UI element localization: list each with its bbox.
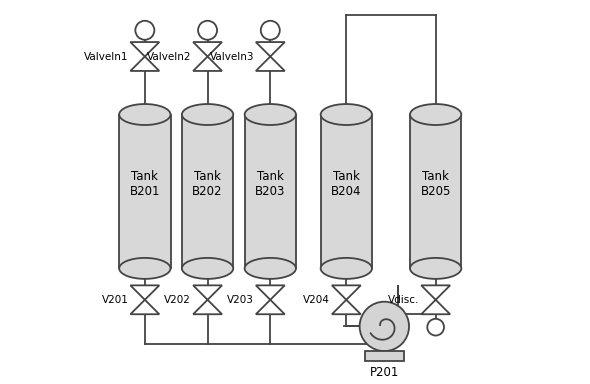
Text: Tank
B203: Tank B203 bbox=[255, 170, 286, 199]
Ellipse shape bbox=[119, 104, 171, 125]
Ellipse shape bbox=[320, 104, 372, 125]
Ellipse shape bbox=[182, 258, 233, 279]
Bar bbox=[119, 114, 171, 268]
Text: V202: V202 bbox=[165, 295, 191, 305]
Ellipse shape bbox=[245, 258, 296, 279]
Polygon shape bbox=[130, 56, 159, 71]
Text: Tank
B205: Tank B205 bbox=[421, 170, 451, 199]
Polygon shape bbox=[332, 285, 360, 300]
Polygon shape bbox=[193, 42, 222, 56]
Bar bbox=[365, 351, 404, 361]
Polygon shape bbox=[130, 300, 159, 314]
Text: Vdisc.: Vdisc. bbox=[388, 295, 419, 305]
Text: V203: V203 bbox=[227, 295, 254, 305]
Text: V204: V204 bbox=[303, 295, 330, 305]
Text: Tank
B202: Tank B202 bbox=[192, 170, 223, 199]
Polygon shape bbox=[256, 300, 285, 314]
Text: V201: V201 bbox=[101, 295, 129, 305]
Polygon shape bbox=[130, 285, 159, 300]
Polygon shape bbox=[332, 300, 360, 314]
Ellipse shape bbox=[410, 104, 461, 125]
Polygon shape bbox=[421, 300, 450, 314]
Polygon shape bbox=[256, 285, 285, 300]
Circle shape bbox=[427, 319, 444, 336]
Ellipse shape bbox=[410, 104, 461, 125]
Ellipse shape bbox=[245, 104, 296, 125]
Polygon shape bbox=[256, 56, 285, 71]
Circle shape bbox=[135, 21, 155, 40]
Bar bbox=[245, 114, 296, 268]
Ellipse shape bbox=[182, 104, 233, 125]
Text: ValveIn1: ValveIn1 bbox=[84, 51, 129, 61]
Polygon shape bbox=[193, 56, 222, 71]
Bar bbox=[410, 114, 461, 268]
Circle shape bbox=[360, 302, 409, 351]
Polygon shape bbox=[193, 285, 222, 300]
Ellipse shape bbox=[320, 258, 372, 279]
Ellipse shape bbox=[320, 104, 372, 125]
Text: ValveIn3: ValveIn3 bbox=[209, 51, 254, 61]
Polygon shape bbox=[421, 285, 450, 300]
Polygon shape bbox=[130, 42, 159, 56]
Circle shape bbox=[198, 21, 217, 40]
Text: ValveIn2: ValveIn2 bbox=[147, 51, 191, 61]
Ellipse shape bbox=[119, 104, 171, 125]
Bar bbox=[182, 114, 233, 268]
Text: Tank
B201: Tank B201 bbox=[130, 170, 160, 199]
Circle shape bbox=[261, 21, 280, 40]
Ellipse shape bbox=[410, 258, 461, 279]
Polygon shape bbox=[256, 42, 285, 56]
Polygon shape bbox=[193, 300, 222, 314]
Ellipse shape bbox=[182, 104, 233, 125]
Text: Tank
B204: Tank B204 bbox=[331, 170, 362, 199]
Ellipse shape bbox=[119, 258, 171, 279]
Ellipse shape bbox=[245, 104, 296, 125]
Text: P201: P201 bbox=[370, 366, 399, 379]
Bar bbox=[320, 114, 372, 268]
